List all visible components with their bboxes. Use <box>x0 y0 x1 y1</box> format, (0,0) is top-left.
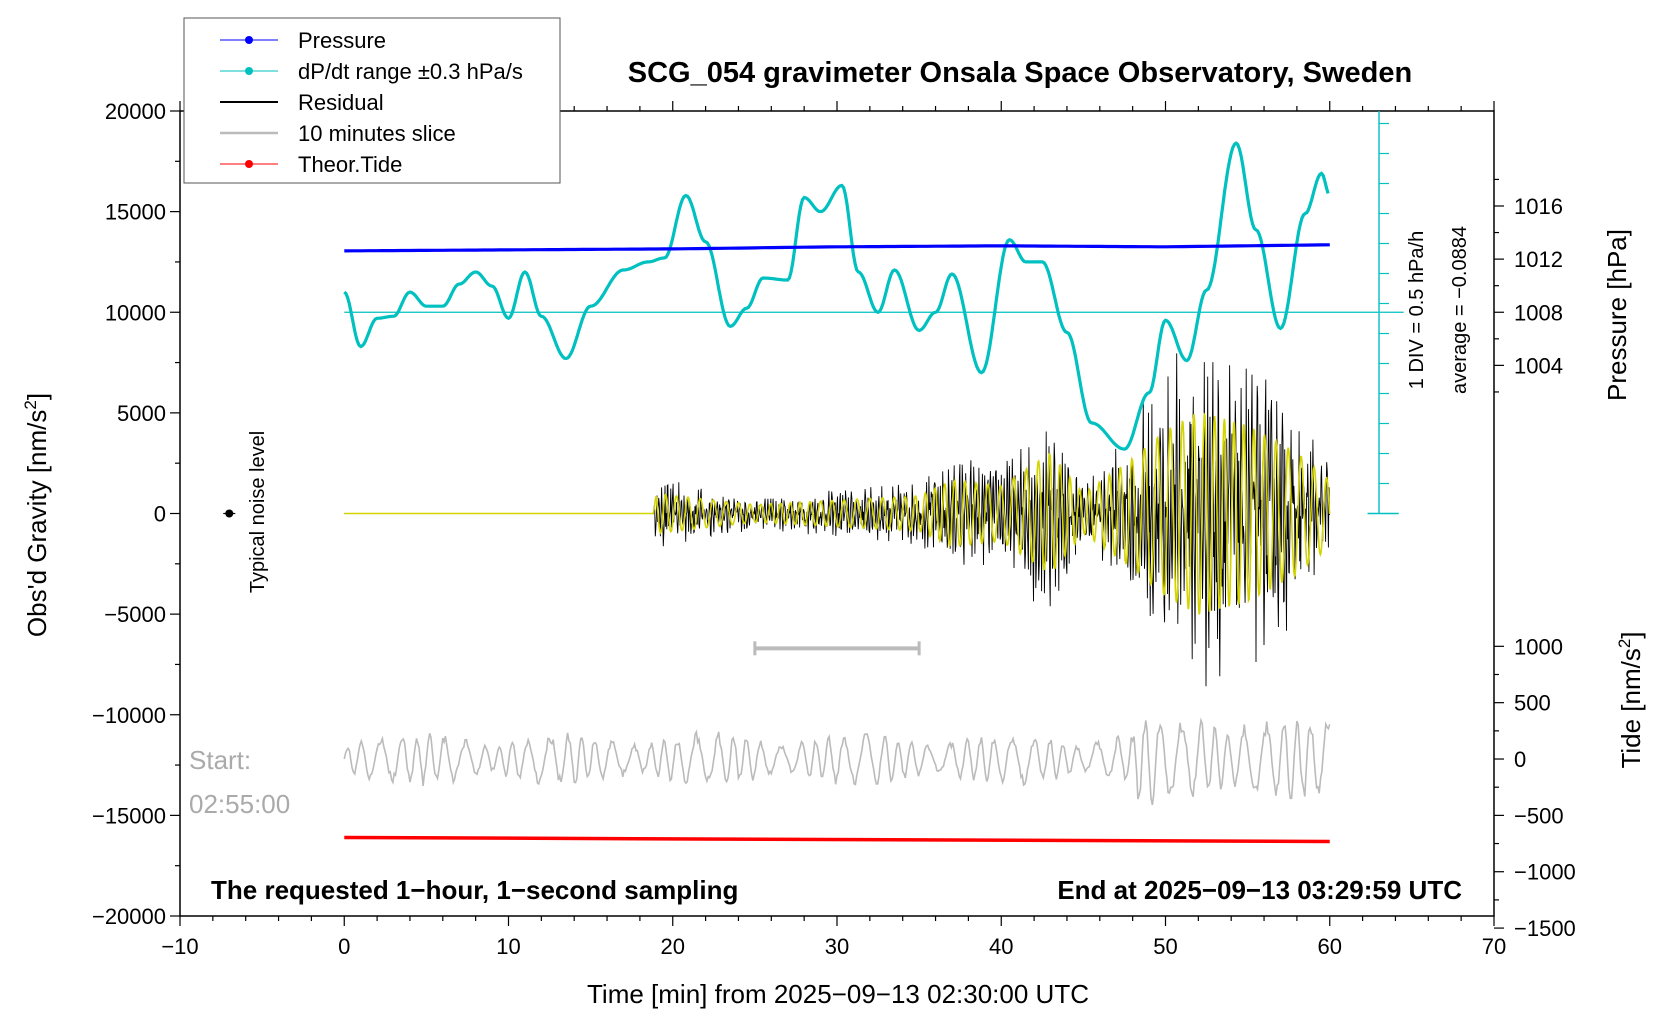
legend-label: Residual <box>298 90 384 115</box>
start-time: 02:55:00 <box>189 789 290 819</box>
x-tick-label: 30 <box>825 934 849 959</box>
dpdt-scale-label: 1 DIV = 0.5 hPa/h <box>1406 231 1428 389</box>
tide-tick-label: −1000 <box>1514 860 1576 885</box>
tide-axis-title: Tide [nm/s2] <box>1615 631 1646 768</box>
x-tick-label: 40 <box>989 934 1013 959</box>
footer-right: End at 2025−09−13 03:29:59 UTC <box>1057 875 1462 905</box>
noise-point <box>225 509 234 518</box>
legend-label: dP/dt range ±0.3 hPa/s <box>298 59 523 84</box>
y-tick-label: 10000 <box>105 300 166 325</box>
tide-tick-label: −1500 <box>1514 916 1576 941</box>
chart-title: SCG_054 gravimeter Onsala Space Observat… <box>628 57 1412 89</box>
x-tick-label: 50 <box>1153 934 1177 959</box>
legend-box <box>183 17 561 184</box>
y-tick-label: −20000 <box>92 904 166 929</box>
pressure-tick-label: 1012 <box>1514 247 1563 272</box>
legend-item-tide: Theor.Tide <box>220 152 402 177</box>
legend-item-slice: 10 minutes slice <box>220 121 456 146</box>
y-tick-label: −5000 <box>104 602 166 627</box>
x-tick-label: 70 <box>1482 934 1506 959</box>
tide-axis-title-sup: 2 <box>1615 639 1634 648</box>
x-tick-label: 0 <box>338 934 350 959</box>
pressure-axis-title: Pressure [hPa] <box>1602 229 1632 401</box>
y-axis-title-sup: 2 <box>21 400 40 409</box>
y-tick-label: 15000 <box>105 200 166 225</box>
legend-item-residual: Residual <box>220 90 384 115</box>
series-layer <box>223 111 1404 844</box>
y-tick-label: 5000 <box>117 401 166 426</box>
legend-item-pressure: Pressure <box>220 28 386 53</box>
pressure-tick-label: 1016 <box>1514 194 1563 219</box>
y-tick-label: −15000 <box>92 803 166 828</box>
x-tick-label: 10 <box>496 934 520 959</box>
slice-waveform <box>343 717 1331 806</box>
y-axis-title: Obs'd Gravity [nm/s2] <box>21 393 52 637</box>
x-axis-title: Time [min] from 2025−09−13 02:30:00 UTC <box>587 979 1089 1009</box>
legend-label: Theor.Tide <box>298 152 402 177</box>
filtered-residual-line <box>344 412 1331 615</box>
legend-label: 10 minutes slice <box>298 121 456 146</box>
tide-tick-label: 0 <box>1514 747 1526 772</box>
legend: Pressure dP/dt range ±0.3 hPa/s Residual… <box>183 17 561 184</box>
residual-line <box>344 353 1331 687</box>
tide-tick-label: −500 <box>1514 803 1564 828</box>
x-tick-label: 20 <box>661 934 685 959</box>
y-tick-label: 0 <box>154 502 166 527</box>
y-tick-label: −10000 <box>92 703 166 728</box>
pressure-tick-label: 1008 <box>1514 300 1563 325</box>
legend-item-dpdt: dP/dt range ±0.3 hPa/s <box>220 59 523 84</box>
tide-tick-label: 500 <box>1514 691 1551 716</box>
footer-left: The requested 1−hour, 1−second sampling <box>211 875 738 905</box>
axes-ticks: −10 0 10 20 30 40 50 60 7020000150001000050000−5… <box>92 99 1576 959</box>
pressure-tick-label: 1004 <box>1514 353 1563 378</box>
dpdt-average-label: average = −0.0884 <box>1449 226 1471 394</box>
tide-tick-label: 1000 <box>1514 634 1563 659</box>
noise-label: Typical noise level <box>247 431 269 593</box>
tide-line <box>344 835 1330 844</box>
x-tick-label: 60 <box>1318 934 1342 959</box>
pressure-line <box>344 243 1330 253</box>
legend-label: Pressure <box>298 28 386 53</box>
y-tick-label: 20000 <box>105 99 166 124</box>
start-label: Start: <box>189 745 251 775</box>
x-tick-label: −10 <box>161 934 198 959</box>
dpdt-line <box>343 141 1330 451</box>
